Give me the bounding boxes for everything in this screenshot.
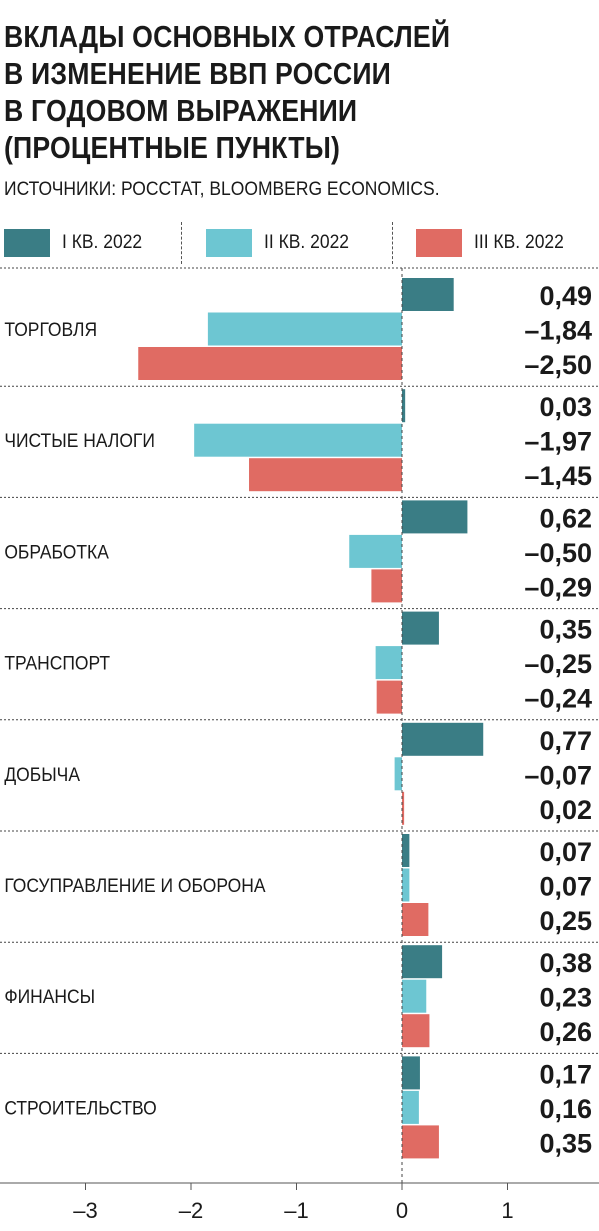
- category-label: ГОСУПРАВЛЕНИЕ И ОБОРОНА: [4, 874, 266, 896]
- title-line-1: ВКЛАДЫ ОСНОВНЫХ ОТРАСЛЕЙ: [4, 19, 451, 54]
- value-label: –0,29: [524, 572, 592, 602]
- bar: [375, 646, 402, 680]
- x-tick-label: 0: [396, 1198, 408, 1223]
- bar: [402, 903, 429, 936]
- value-label: –2,50: [524, 350, 592, 380]
- bar: [402, 868, 410, 902]
- value-label: 0,03: [539, 392, 592, 422]
- bar: [249, 458, 402, 492]
- bar: [402, 500, 468, 534]
- value-label: 0,25: [539, 906, 592, 936]
- value-label: –1,84: [524, 316, 592, 346]
- chart-title: ВКЛАДЫ ОСНОВНЫХ ОТРАСЛЕЙ В ИЗМЕНЕНИЕ ВВП…: [4, 18, 511, 166]
- legend-item-q3: III КВ. 2022: [416, 227, 572, 259]
- bar: [402, 834, 410, 867]
- bar: [402, 1090, 419, 1124]
- bar: [402, 1056, 420, 1090]
- value-label: –1,45: [524, 461, 592, 491]
- category-label: ФИНАНСЫ: [4, 986, 95, 1008]
- value-label: 0,07: [539, 872, 592, 902]
- value-label: –0,24: [524, 684, 592, 714]
- value-label: 0,35: [539, 615, 592, 645]
- legend-separator: [392, 222, 393, 264]
- bar: [376, 680, 402, 714]
- value-label: 0,49: [539, 281, 592, 311]
- value-label: –0,50: [524, 538, 592, 568]
- legend-item-q1: I КВ. 2022: [4, 227, 149, 259]
- bar: [402, 611, 439, 645]
- value-label: 0,62: [539, 503, 592, 533]
- bar: [402, 979, 427, 1013]
- legend-swatch-q1: [4, 229, 50, 257]
- bar: [194, 423, 402, 457]
- legend-swatch-q3: [416, 229, 462, 257]
- bar: [402, 1125, 439, 1159]
- value-label: –0,07: [524, 760, 592, 790]
- legend-label-q1: I КВ. 2022: [62, 232, 143, 253]
- bar: [402, 945, 443, 979]
- title-line-2: В ИЗМЕНЕНИЕ ВВП РОССИИ: [4, 56, 392, 91]
- category-label: ОБРАБОТКА: [4, 541, 109, 563]
- category-label: СТРОИТЕЛЬСТВО: [4, 1097, 156, 1119]
- legend-separator: [181, 222, 182, 264]
- value-label: 0,07: [539, 837, 592, 867]
- bar: [207, 312, 402, 346]
- value-label: 0,26: [539, 1017, 592, 1047]
- bar: [349, 534, 402, 568]
- bar: [371, 569, 402, 603]
- legend-swatch-q2: [206, 229, 252, 257]
- x-tick-label: –3: [73, 1198, 97, 1223]
- bar: [394, 757, 402, 791]
- value-label: 0,77: [539, 726, 592, 756]
- bar: [402, 1014, 430, 1048]
- value-label: 0,35: [539, 1128, 592, 1158]
- value-label: 0,02: [539, 795, 592, 825]
- bar: [402, 278, 454, 311]
- x-tick-label: –2: [179, 1198, 203, 1223]
- bar: [402, 389, 406, 423]
- category-label: ЧИСТЫЕ НАЛОГИ: [4, 430, 155, 452]
- value-label: 0,17: [539, 1059, 592, 1089]
- value-label: 0,16: [539, 1094, 592, 1124]
- category-label: ТРАНСПОРТ: [4, 652, 110, 674]
- bar: [402, 722, 484, 756]
- value-label: –1,97: [524, 427, 592, 457]
- legend-label-q3: III КВ. 2022: [474, 232, 564, 253]
- title-line-4: (ПРОЦЕНТНЫЕ ПУНКТЫ): [4, 130, 341, 165]
- legend-item-q2: II КВ. 2022: [206, 227, 356, 259]
- legend-label-q2: II КВ. 2022: [264, 232, 350, 253]
- value-label: –0,25: [524, 649, 592, 679]
- source-note: ИСТОЧНИКИ: РОССТАТ, BLOOMBERG ECONOMICS.: [4, 179, 440, 200]
- bar: [138, 347, 402, 380]
- x-tick-label: 1: [501, 1198, 513, 1223]
- value-label: 0,38: [539, 948, 592, 978]
- category-label: ДОБЫЧА: [4, 763, 80, 785]
- value-label: 0,23: [539, 983, 592, 1013]
- title-line-3: В ГОДОВОМ ВЫРАЖЕНИИ: [4, 93, 358, 128]
- x-tick-label: –1: [284, 1198, 308, 1223]
- category-label: ТОРГОВЛЯ: [4, 318, 97, 340]
- bar: [402, 791, 405, 825]
